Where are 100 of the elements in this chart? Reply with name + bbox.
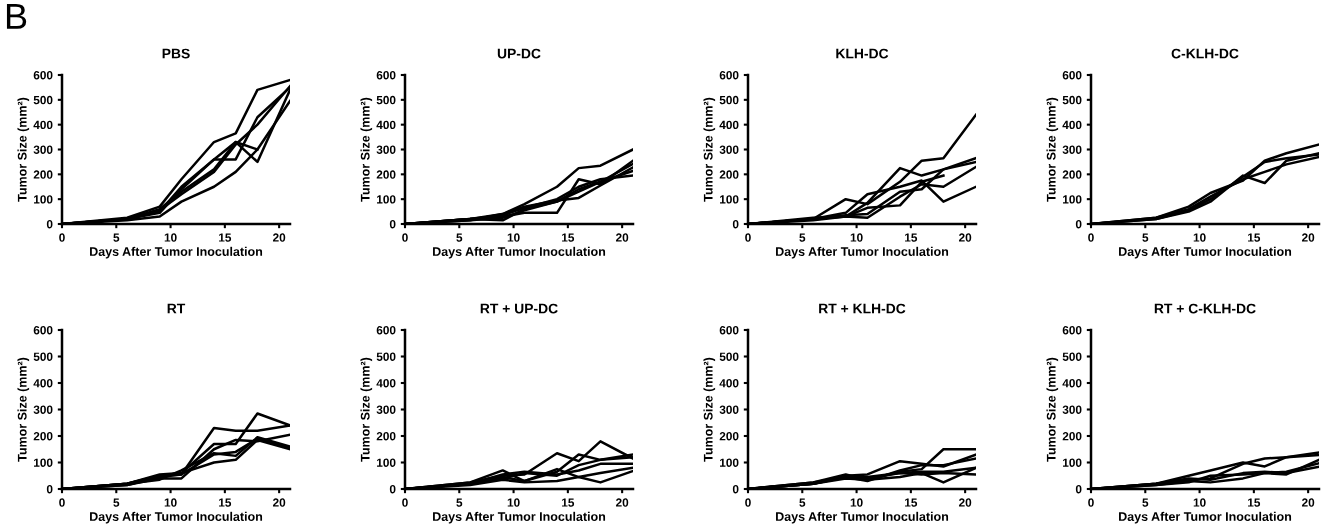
y-tick-label: 400 — [719, 379, 739, 388]
chart-title: UP-DC — [497, 48, 541, 59]
y-tick-label: 500 — [1062, 95, 1082, 105]
y-tick-label: 500 — [33, 95, 53, 105]
x-tick-label: 10 — [850, 233, 863, 242]
chart-title: KLH-DC — [836, 48, 889, 59]
y-tick-label: 600 — [33, 326, 53, 335]
x-axis-title: Days After Tumor Inoculation — [90, 246, 263, 259]
x-tick-label: 5 — [799, 233, 806, 242]
x-axis-title: Days After Tumor Inoculation — [433, 246, 606, 259]
y-tick-label: 300 — [376, 145, 396, 154]
y-tick-label: 100 — [34, 458, 53, 467]
chart-title: RT + C-KLH-DC — [1154, 303, 1256, 314]
y-tick-label: 500 — [719, 352, 739, 361]
x-tick-label: 0 — [402, 233, 408, 242]
x-tick-label: 10 — [164, 233, 177, 242]
y-tick-label: 200 — [376, 432, 396, 441]
y-tick-label: 500 — [719, 95, 739, 105]
y-tick-label: 600 — [719, 71, 739, 80]
y-tick-label: 200 — [33, 170, 53, 179]
y-tick-label: 0 — [1075, 220, 1082, 229]
x-tick-label: 0 — [745, 498, 751, 507]
y-tick-label: 100 — [1063, 195, 1082, 204]
y-tick-label: 500 — [376, 352, 396, 361]
x-tick-label: 5 — [456, 498, 463, 507]
y-tick-label: 400 — [33, 120, 53, 130]
x-tick-label: 5 — [113, 498, 120, 507]
x-tick-label: 0 — [59, 498, 65, 507]
y-tick-label: 0 — [46, 485, 53, 494]
y-tick-label: 100 — [34, 195, 53, 204]
y-axis-title: Tumor Size (mm²) — [1046, 357, 1059, 462]
y-tick-label: 300 — [376, 405, 396, 414]
x-tick-label: 10 — [1193, 233, 1206, 242]
y-tick-label: 300 — [719, 405, 739, 414]
x-tick-label: 10 — [164, 498, 177, 507]
y-axis-title: Tumor Size (mm²) — [1046, 97, 1059, 202]
x-tick-label: 15 — [562, 233, 575, 242]
x-axis-title: Days After Tumor Inoculation — [776, 246, 949, 259]
x-tick-label: 15 — [562, 498, 575, 507]
y-tick-label: 0 — [732, 485, 739, 494]
x-tick-label: 15 — [1248, 233, 1261, 242]
x-axis-title: Days After Tumor Inoculation — [1119, 511, 1292, 524]
y-tick-label: 0 — [732, 220, 739, 229]
y-axis-title: Tumor Size (mm²) — [360, 97, 373, 202]
x-axis-title: Days After Tumor Inoculation — [1119, 246, 1292, 259]
x-tick-label: 10 — [507, 498, 520, 507]
y-tick-label: 600 — [719, 326, 739, 335]
y-tick-label: 200 — [376, 170, 396, 179]
y-tick-label: 400 — [376, 120, 396, 130]
x-tick-label: 15 — [905, 498, 918, 507]
y-tick-label: 500 — [1062, 352, 1082, 361]
x-tick-label: 20 — [958, 498, 972, 507]
y-tick-label: 600 — [376, 71, 396, 80]
x-tick-label: 10 — [1193, 498, 1206, 507]
y-tick-label: 200 — [1062, 432, 1082, 441]
y-axis-title: Tumor Size (mm²) — [703, 357, 716, 462]
x-tick-label: 20 — [958, 233, 972, 242]
y-tick-label: 500 — [33, 352, 53, 361]
x-tick-label: 20 — [1301, 498, 1315, 507]
y-axis-title: Tumor Size (mm²) — [17, 357, 30, 462]
x-tick-label: 5 — [113, 233, 120, 242]
x-axis-title: Days After Tumor Inoculation — [776, 511, 949, 524]
x-tick-label: 5 — [1142, 498, 1149, 507]
y-tick-label: 400 — [376, 379, 396, 388]
chart-title: RT — [167, 303, 186, 314]
x-axis-title: Days After Tumor Inoculation — [90, 511, 263, 524]
x-tick-label: 15 — [905, 233, 918, 242]
x-tick-label: 0 — [402, 498, 408, 507]
chart-title: C-KLH-DC — [1171, 48, 1239, 59]
y-tick-label: 200 — [719, 432, 739, 441]
y-tick-label: 300 — [33, 145, 53, 154]
x-tick-label: 5 — [799, 498, 806, 507]
x-tick-label: 0 — [1088, 233, 1094, 242]
y-tick-label: 300 — [719, 145, 739, 154]
x-tick-label: 0 — [59, 233, 65, 242]
x-tick-label: 0 — [1088, 498, 1094, 507]
y-tick-label: 0 — [46, 220, 53, 229]
y-tick-label: 100 — [720, 458, 739, 467]
x-tick-label: 15 — [1248, 498, 1261, 507]
x-tick-label: 20 — [272, 498, 286, 507]
y-tick-label: 300 — [1062, 405, 1082, 414]
x-tick-label: 15 — [219, 233, 232, 242]
x-tick-label: 20 — [272, 233, 286, 242]
y-tick-label: 100 — [720, 195, 739, 204]
y-tick-label: 500 — [376, 95, 396, 105]
y-tick-label: 200 — [719, 170, 739, 179]
y-axis-title: Tumor Size (mm²) — [360, 357, 373, 462]
y-tick-label: 200 — [1062, 170, 1082, 179]
y-tick-label: 600 — [1062, 71, 1082, 80]
y-tick-label: 300 — [1062, 145, 1082, 154]
x-tick-label: 20 — [615, 498, 629, 507]
y-tick-label: 600 — [33, 71, 53, 80]
y-tick-label: 100 — [377, 458, 396, 467]
x-tick-label: 10 — [850, 498, 863, 507]
y-tick-label: 400 — [1062, 379, 1082, 388]
x-tick-label: 20 — [615, 233, 629, 242]
chart-title: RT + KLH-DC — [819, 303, 906, 314]
x-tick-label: 20 — [1301, 233, 1315, 242]
x-tick-label: 5 — [456, 233, 463, 242]
x-tick-label: 5 — [1142, 233, 1149, 242]
